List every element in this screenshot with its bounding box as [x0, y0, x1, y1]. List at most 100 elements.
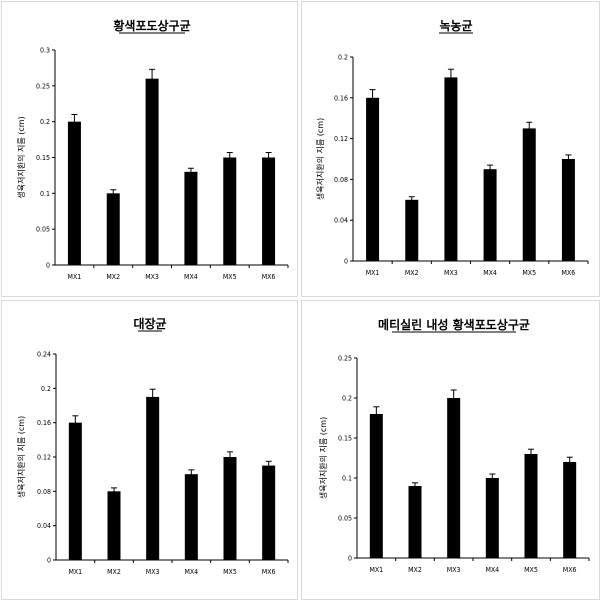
- error-bar-mx3: [149, 68, 156, 88]
- chart-title: 황색포도상구균: [113, 18, 190, 33]
- error-bar-mx1: [373, 406, 380, 422]
- x-tick-label: MX1: [68, 568, 82, 576]
- bar-mx5: [522, 128, 536, 261]
- bar-mx6: [563, 462, 577, 558]
- bar-mx2: [107, 491, 121, 560]
- y-tick-label: 0.24: [37, 351, 51, 359]
- y-axis-label: 생육저지환의 지름 (cm): [16, 116, 26, 198]
- bar-mx5: [524, 454, 538, 558]
- error-bar-mx5: [528, 448, 534, 459]
- bar-mx2: [106, 193, 120, 265]
- x-tick-label: MX1: [68, 273, 82, 281]
- x-tick-label: MX4: [184, 568, 198, 576]
- y-tick-label: 0.25: [36, 82, 50, 90]
- x-tick-label: MX5: [522, 269, 536, 277]
- x-tick-label: MX6: [262, 273, 276, 281]
- x-tick-label: MX3: [145, 273, 159, 281]
- y-tick-label: 0.1: [342, 475, 352, 483]
- error-bar-mx6: [565, 154, 572, 164]
- y-tick-label: 0.12: [37, 454, 51, 462]
- y-tick-label: 0.15: [36, 154, 50, 162]
- chart-panel-3: 대장균 0 0.04 0.08 0.12 0.16 0.2 0.24 생육저지환의 지름 (cm…: [1, 300, 298, 600]
- y-tick-label: 0.04: [334, 217, 348, 225]
- chart-panel-4: 메티실린 내성 황색포도상구균 0 0.05 0.1 0.15 0.2 0.25 생육저지환의…: [301, 300, 600, 600]
- y-tick-label: 0.2: [338, 54, 348, 62]
- bar-mx3: [447, 398, 461, 558]
- error-bar-mx4: [188, 469, 195, 479]
- y-tick-label: 0.15: [338, 435, 352, 443]
- y-tick-label: 0.08: [334, 176, 348, 184]
- x-tick-label: MX6: [262, 568, 276, 576]
- error-bar-mx5: [526, 121, 533, 135]
- error-bar-mx1: [72, 415, 79, 430]
- y-tick-label: 0.16: [334, 94, 348, 102]
- bar-mx4: [483, 169, 497, 261]
- y-axis-label: 생육저지환의 지름 (cm): [318, 417, 328, 499]
- error-bar-mx3: [450, 389, 457, 406]
- error-bar-mx4: [489, 473, 496, 482]
- y-tick-label: 0.2: [342, 395, 352, 403]
- x-tick-label: MX4: [184, 273, 198, 281]
- error-bar-mx1: [369, 89, 376, 106]
- x-tick-label: MX2: [106, 273, 120, 281]
- x-tick-label: MX6: [562, 269, 576, 277]
- error-bar-mx6: [566, 456, 573, 467]
- error-bar-mx6: [265, 460, 272, 470]
- bar-mx4: [485, 478, 499, 558]
- x-tick-label: MX1: [369, 566, 383, 574]
- bar-mx3: [145, 78, 159, 266]
- bar-mx6: [262, 157, 276, 265]
- x-tick-label: MX5: [223, 273, 237, 281]
- x-tick-label: MX3: [444, 269, 458, 277]
- bar-mx1: [68, 422, 82, 560]
- bar-mx1: [369, 414, 383, 558]
- error-bar-mx6: [265, 151, 272, 163]
- chart-title: 녹농균: [439, 19, 472, 33]
- bar-chart-1: 황색포도상구균 0 0.05 0.1 0.15 0.2 0.25 0.3 생육저지환의 지름 (…: [16, 18, 289, 281]
- y-tick-label: 0.25: [338, 355, 352, 363]
- y-tick-label: 0: [344, 258, 348, 266]
- y-tick-label: 0.16: [37, 419, 51, 427]
- x-tick-label: MX5: [223, 568, 237, 576]
- bar-mx4: [184, 474, 198, 560]
- y-tick-label: 0.05: [338, 515, 352, 523]
- chart-title: 대장균: [133, 317, 166, 331]
- error-bar-mx2: [111, 487, 117, 495]
- x-tick-label: MX1: [366, 269, 380, 277]
- chart-title: 메티실린 내성 황색포도상구균: [378, 317, 530, 332]
- bar-chart-2: 녹농균 0 0.04 0.08 0.12 0.16 0.2 생육저지환의 지름 (cm) MX1…: [315, 19, 589, 277]
- error-bar-mx4: [187, 167, 194, 176]
- error-bar-mx5: [226, 151, 233, 163]
- y-tick-label: 0: [46, 262, 50, 270]
- error-bar-mx2: [408, 196, 415, 203]
- error-bar-mx2: [412, 482, 418, 490]
- bar-mx3: [146, 396, 160, 560]
- x-tick-label: MX4: [485, 566, 499, 574]
- error-bar-mx2: [110, 189, 117, 197]
- y-tick-label: 0.1: [40, 190, 50, 198]
- y-tick-label: 0.3: [40, 47, 50, 55]
- error-bar-mx3: [149, 388, 156, 405]
- error-bar-mx1: [71, 114, 78, 129]
- x-tick-label: MX2: [408, 566, 422, 574]
- error-bar-mx4: [487, 164, 494, 174]
- y-tick-label: 0.05: [36, 226, 50, 234]
- bar-chart-3: 대장균 0 0.04 0.08 0.12 0.16 0.2 0.24 생육저지환의 지름 (cm…: [16, 317, 289, 576]
- bar-mx6: [262, 465, 276, 560]
- chart-panel-2: 녹농균 0 0.04 0.08 0.12 0.16 0.2 생육저지환의 지름 (cm) MX1…: [301, 1, 600, 297]
- y-axis-label: 생육저지환의 지름 (cm): [16, 416, 26, 498]
- x-tick-label: MX3: [146, 568, 160, 576]
- bar-mx5: [223, 157, 237, 265]
- y-axis-label: 생육저지환의 지름 (cm): [315, 118, 325, 200]
- bar-mx2: [405, 199, 419, 261]
- y-tick-label: 0: [47, 557, 51, 565]
- chart-panel-1: 황색포도상구균 0 0.05 0.1 0.15 0.2 0.25 0.3 생육저지환의 지름 (…: [1, 1, 298, 297]
- x-tick-label: MX2: [405, 269, 419, 277]
- x-tick-label: MX4: [483, 269, 497, 277]
- error-bar-mx5: [227, 451, 233, 463]
- x-tick-label: MX2: [107, 568, 121, 576]
- bar-mx1: [67, 121, 81, 266]
- bar-mx5: [223, 457, 237, 560]
- bar-mx1: [366, 97, 380, 261]
- y-tick-label: 0.2: [40, 118, 50, 126]
